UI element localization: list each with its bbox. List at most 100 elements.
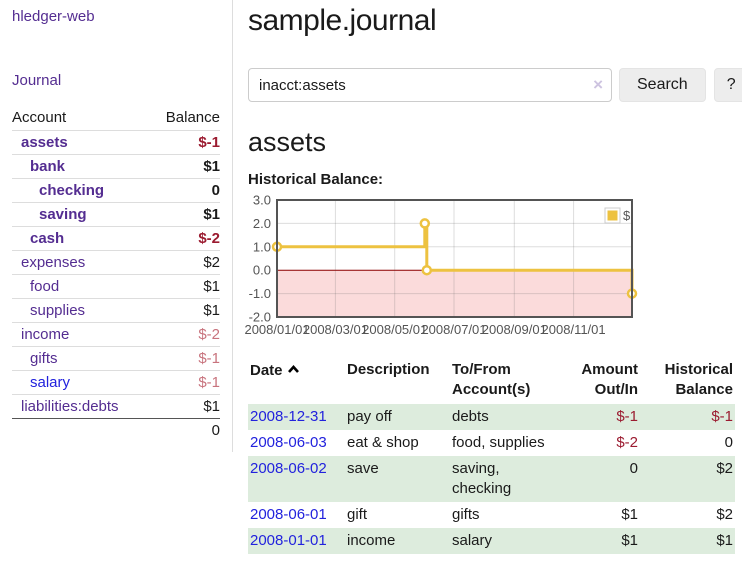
account-row: gifts $-1 bbox=[12, 346, 220, 371]
account-link-income[interactable]: income bbox=[21, 326, 70, 343]
account-row: checking 0 bbox=[12, 178, 220, 203]
svg-text:2008/09/01: 2008/09/01 bbox=[482, 322, 547, 337]
account-row: assets $-1 bbox=[12, 130, 220, 155]
clear-search-icon[interactable]: × bbox=[593, 75, 603, 94]
transaction-amount: $1 bbox=[621, 506, 638, 523]
sidebar: hledger-web Journal Account Balance asse… bbox=[0, 0, 233, 452]
account-heading: assets bbox=[248, 127, 327, 157]
sort-ascending-icon bbox=[287, 360, 300, 380]
main-content: sample.journal × Search ? assets Histori… bbox=[233, 0, 742, 554]
transaction-amount: 0 bbox=[629, 460, 638, 477]
account-link-checking[interactable]: checking bbox=[39, 182, 105, 199]
account-link-food[interactable]: food bbox=[30, 278, 60, 295]
account-balance: $-2 bbox=[149, 322, 220, 347]
register-header-row: Date Description To/From Account(s) Amou… bbox=[248, 358, 735, 404]
transaction-accounts: debts bbox=[452, 408, 489, 425]
transaction-amount: $1 bbox=[621, 532, 638, 549]
transaction-amount: $-1 bbox=[616, 408, 638, 425]
svg-text:2008/05/01: 2008/05/01 bbox=[362, 322, 427, 337]
accounts-total-row: 0 bbox=[12, 418, 220, 442]
brand-link[interactable]: hledger-web bbox=[12, 8, 95, 25]
transaction-date-link[interactable]: 2008-06-01 bbox=[250, 506, 327, 523]
account-balance: $1 bbox=[149, 202, 220, 227]
transaction-description: eat & shop bbox=[347, 434, 419, 451]
accounts-table: Account Balance assets $-1 bank $1 check… bbox=[12, 106, 220, 442]
transaction-accounts: salary bbox=[452, 532, 493, 549]
chart-legend: $ bbox=[604, 207, 631, 224]
sidebar-item-journal[interactable]: Journal bbox=[12, 72, 62, 89]
legend-label: $ bbox=[623, 208, 631, 223]
transaction-balance: 0 bbox=[724, 434, 733, 451]
negative-region bbox=[277, 270, 632, 317]
register-header-accounts: To/From Account(s) bbox=[452, 361, 531, 398]
transaction-description: income bbox=[347, 532, 396, 549]
svg-text:-2.0: -2.0 bbox=[249, 310, 271, 325]
transaction-balance: $2 bbox=[716, 460, 733, 477]
account-balance: $-1 bbox=[149, 370, 220, 395]
chart-svg: $3.0 2.0 1.0 0.0 -1.0 -2.02008/01/012008/03/0… bbox=[244, 193, 638, 337]
transaction-accounts: food, supplies bbox=[452, 434, 545, 451]
account-link-salary[interactable]: salary bbox=[30, 374, 71, 391]
register-row: 2008-01-01 income salary $1 $1 bbox=[248, 528, 735, 554]
account-balance: $-1 bbox=[149, 346, 220, 371]
register-header-amount: Amount Out/In bbox=[581, 361, 638, 398]
transaction-date-link[interactable]: 2008-12-31 bbox=[250, 408, 327, 425]
account-row: supplies $1 bbox=[12, 298, 220, 323]
account-balance: 0 bbox=[149, 178, 220, 203]
svg-text:1.0: 1.0 bbox=[253, 239, 271, 254]
transaction-accounts: saving, checking bbox=[452, 460, 512, 497]
accounts-total-balance: 0 bbox=[149, 418, 220, 442]
transaction-description: save bbox=[347, 460, 379, 477]
account-link-supplies[interactable]: supplies bbox=[30, 302, 86, 319]
transaction-date-link[interactable]: 2008-06-02 bbox=[250, 460, 327, 477]
transaction-description: gift bbox=[347, 506, 368, 523]
legend-swatch bbox=[607, 210, 618, 221]
transaction-description: pay off bbox=[347, 408, 392, 425]
account-balance: $1 bbox=[149, 274, 220, 299]
svg-text:3.0: 3.0 bbox=[253, 193, 271, 208]
data-point bbox=[419, 218, 431, 229]
svg-text:2008/07/01: 2008/07/01 bbox=[421, 322, 486, 337]
account-link-gifts[interactable]: gifts bbox=[30, 350, 58, 367]
account-balance: $-2 bbox=[149, 226, 220, 251]
register-row: 2008-12-31 pay off debts $-1 $-1 bbox=[248, 404, 735, 430]
transaction-accounts: gifts bbox=[452, 506, 480, 523]
account-row: income $-2 bbox=[12, 322, 220, 347]
account-balance: $1 bbox=[149, 154, 220, 179]
transaction-balance: $1 bbox=[716, 532, 733, 549]
svg-text:2008/11/01: 2008/11/01 bbox=[542, 322, 606, 337]
account-link-expenses[interactable]: expenses bbox=[21, 254, 86, 271]
register-row: 2008-06-03 eat & shop food, supplies $-2… bbox=[248, 430, 735, 456]
account-row: cash $-2 bbox=[12, 226, 220, 251]
register-table: Date Description To/From Account(s) Amou… bbox=[248, 358, 735, 554]
chart-title: Historical Balance: bbox=[248, 171, 384, 188]
transaction-date-link[interactable]: 2008-06-03 bbox=[250, 434, 327, 451]
accounts-header-account: Account bbox=[12, 109, 67, 126]
register-row: 2008-06-01 gift gifts $1 $2 bbox=[248, 502, 735, 528]
register-header-date[interactable]: Date bbox=[248, 358, 345, 404]
account-row: bank $1 bbox=[12, 154, 220, 179]
account-row: salary $-1 bbox=[12, 370, 220, 395]
svg-text:2008/03/01: 2008/03/01 bbox=[303, 322, 368, 337]
account-balance: $-1 bbox=[149, 130, 220, 155]
account-row: expenses $2 bbox=[12, 250, 220, 275]
register-row: 2008-06-02 save saving, checking 0 $2 bbox=[248, 456, 735, 502]
account-link-assets[interactable]: assets bbox=[21, 134, 68, 151]
page-title: sample.journal bbox=[248, 4, 437, 37]
search-button[interactable]: Search bbox=[619, 68, 706, 102]
register-header-description: Description bbox=[347, 361, 430, 378]
search-input[interactable] bbox=[248, 68, 612, 102]
search-bar: × Search ? bbox=[248, 68, 742, 102]
svg-text:2.0: 2.0 bbox=[253, 216, 271, 231]
help-button[interactable]: ? bbox=[713, 68, 742, 102]
account-link-liabilities-debts[interactable]: liabilities:debts bbox=[21, 398, 119, 415]
account-link-saving[interactable]: saving bbox=[39, 206, 87, 223]
svg-text:-1.0: -1.0 bbox=[249, 286, 271, 301]
transaction-balance: $2 bbox=[716, 506, 733, 523]
account-link-cash[interactable]: cash bbox=[30, 230, 65, 247]
account-row: liabilities:debts $1 bbox=[12, 394, 220, 419]
accounts-header-balance: Balance bbox=[165, 109, 220, 126]
account-row: saving $1 bbox=[12, 202, 220, 227]
account-link-bank[interactable]: bank bbox=[30, 158, 66, 175]
transaction-date-link[interactable]: 2008-01-01 bbox=[250, 532, 327, 549]
